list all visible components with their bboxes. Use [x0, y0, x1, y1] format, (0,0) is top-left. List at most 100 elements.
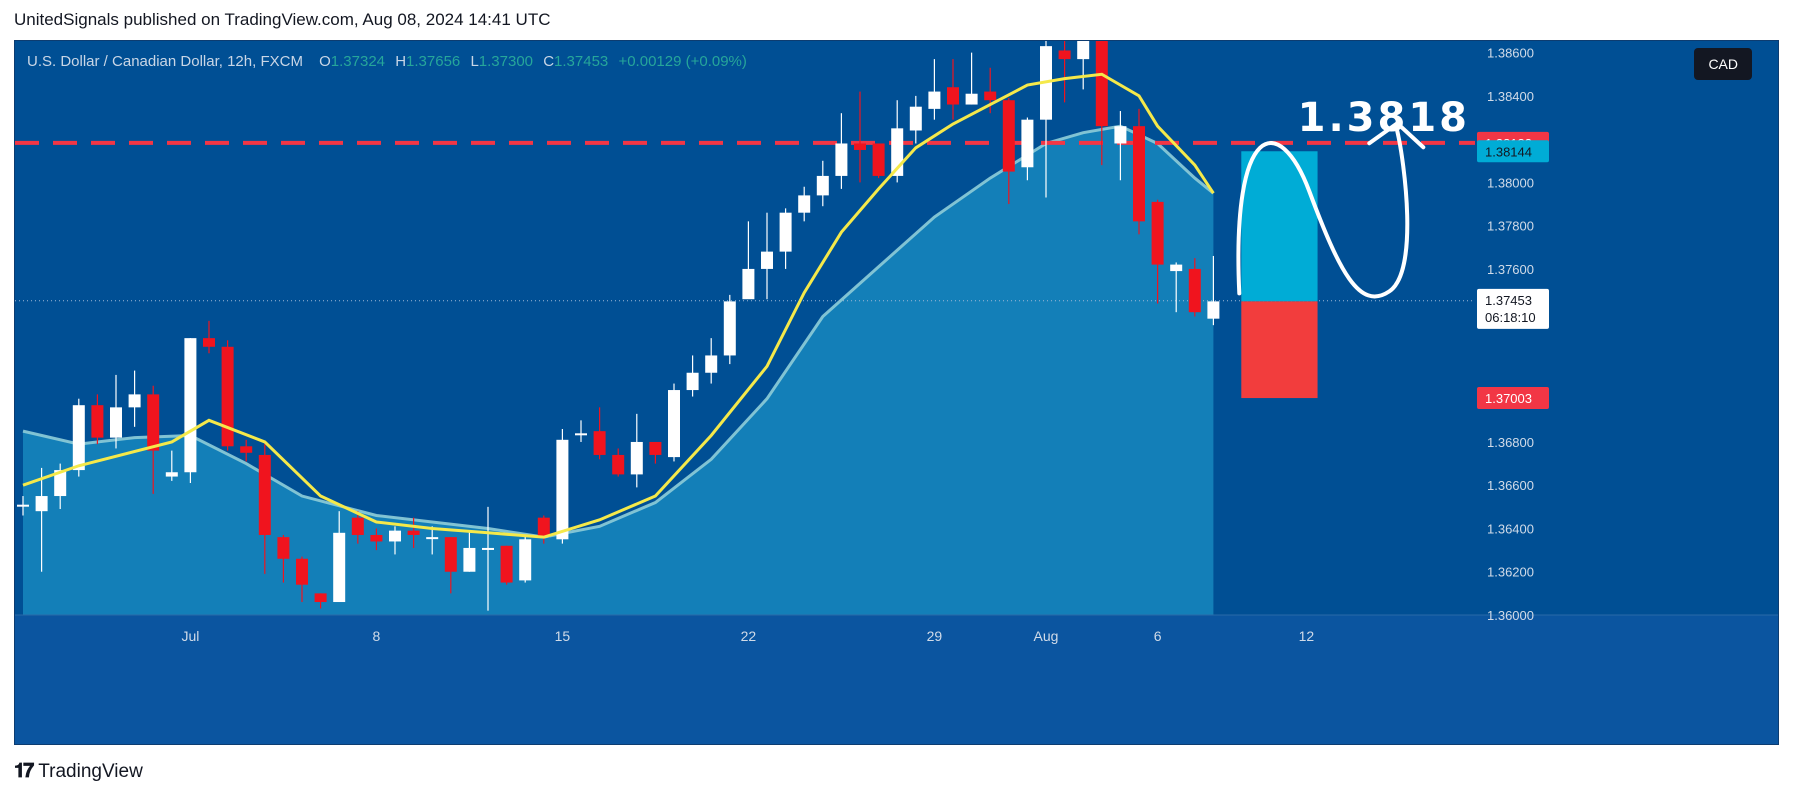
y-tick-label-7: 1.36400 [1487, 521, 1534, 536]
candle-body-38 [723, 301, 736, 356]
y-tick-label-8: 1.36200 [1487, 565, 1534, 580]
candle-body-54 [1021, 119, 1034, 168]
y-tick-label-6: 1.36600 [1487, 478, 1534, 493]
price-tag-stop-text: 1.37003 [1485, 391, 1532, 406]
tradingview-brand[interactable]: 𝟏𝟕 TradingView [14, 760, 143, 783]
candle-body-57 [1077, 41, 1090, 60]
candle-body-25 [482, 547, 494, 550]
candle-24 [463, 530, 476, 572]
x-tick-label-1: 8 [373, 628, 381, 644]
candle-body-39 [742, 268, 755, 300]
x-tick-label-5: Aug [1034, 628, 1059, 644]
currency-selector-button[interactable]: CAD [1694, 48, 1752, 80]
candle-body-35 [668, 390, 680, 458]
candle-50 [947, 59, 959, 120]
candle-25 [482, 506, 494, 611]
candle-58 [1095, 41, 1108, 166]
candle-body-31 [593, 431, 606, 455]
target-annotation-text: 1.3818 [1298, 95, 1470, 141]
candle-9 [184, 338, 197, 484]
candle-body-15 [296, 558, 308, 585]
candle-body-30 [575, 433, 587, 436]
candle-59 [1114, 111, 1127, 181]
candle-7 [147, 385, 160, 494]
candle-body-62 [1170, 264, 1183, 272]
candle-body-63 [1188, 268, 1201, 313]
legend-close-value: 1.37453 [554, 53, 609, 70]
time-axis-strip [15, 615, 1778, 744]
candle-body-34 [649, 441, 662, 455]
price-tag-last-text: 1.37453 [1485, 293, 1532, 308]
candle-body-45 [854, 143, 866, 150]
candle-body-26 [500, 545, 513, 583]
candle-body-7 [147, 394, 160, 451]
candle-49 [928, 59, 941, 120]
candle-body-33 [630, 441, 643, 475]
candle-body-1 [35, 496, 48, 512]
candle-54 [1021, 117, 1034, 181]
candle-body-19 [370, 534, 383, 542]
candle-27 [519, 534, 532, 583]
candle-62 [1170, 262, 1183, 313]
y-tick-label-5: 1.36800 [1487, 435, 1534, 450]
candle-body-6 [128, 394, 141, 408]
candle-41 [779, 208, 792, 269]
candle-57 [1077, 41, 1090, 90]
candle-0 [17, 496, 29, 516]
candle-37 [705, 338, 718, 384]
x-tick-label-7: 12 [1299, 628, 1315, 644]
candle-8 [165, 450, 178, 481]
candle-18 [351, 511, 364, 544]
candle-42 [798, 186, 811, 222]
y-tick-label-1: 1.38400 [1487, 89, 1534, 104]
candle-32 [612, 448, 625, 477]
y-tick-label-3: 1.37800 [1487, 219, 1534, 234]
candle-body-3 [72, 405, 85, 471]
candle-body-13 [258, 454, 271, 535]
candle-45 [854, 91, 866, 183]
candle-body-46 [872, 143, 885, 176]
legend-symbol: U.S. Dollar / Canadian Dollar, 12h, FXCM [27, 53, 303, 70]
candle-body-52 [984, 91, 997, 101]
candle-12 [240, 439, 253, 462]
candle-body-18 [351, 517, 364, 535]
candle-33 [630, 413, 643, 488]
x-tick-label-6: 6 [1154, 628, 1162, 644]
candle-body-24 [463, 547, 476, 572]
candle-39 [742, 221, 755, 300]
candle-body-42 [798, 195, 811, 213]
candle-body-27 [519, 539, 532, 581]
candle-body-53 [1002, 100, 1015, 172]
y-tick-label-2: 1.38000 [1487, 175, 1534, 190]
candle-body-36 [686, 372, 699, 391]
candle-body-48 [909, 106, 922, 131]
legend-high-label: H [395, 53, 407, 70]
candle-64 [1207, 255, 1220, 326]
candle-20 [389, 526, 401, 555]
candle-36 [686, 355, 699, 397]
candle-40 [761, 212, 773, 300]
candle-19 [370, 528, 383, 551]
candle-31 [593, 407, 606, 460]
candle-4 [91, 394, 104, 445]
candle-26 [500, 545, 513, 585]
candle-body-4 [91, 405, 104, 438]
candle-body-16 [314, 593, 327, 603]
projection-wave-path [1236, 129, 1410, 299]
candle-34 [649, 441, 662, 464]
price-tag-target-text: 1.38144 [1485, 144, 1532, 159]
legend-low-label: L [470, 53, 479, 70]
chart-panel[interactable]: 1.3818 1.38600 1.38400 1.38000 1.37800 1.3760… [14, 40, 1779, 745]
candle-60 [1133, 108, 1145, 235]
x-tick-label-0: Jul [181, 628, 199, 644]
candle-body-23 [444, 537, 457, 572]
candle-30 [575, 420, 587, 442]
projection-arrow-head [1367, 121, 1426, 150]
candle-body-50 [947, 87, 959, 105]
candle-body-28 [537, 517, 550, 538]
stop-zone-box [1241, 301, 1318, 399]
candle-body-40 [761, 251, 773, 269]
x-tick-label-3: 22 [741, 628, 757, 644]
y-tick-label-0: 1.38600 [1487, 46, 1534, 61]
candlestick-chart[interactable]: 1.3818 1.38600 1.38400 1.38000 1.37800 1.3760… [15, 41, 1779, 745]
